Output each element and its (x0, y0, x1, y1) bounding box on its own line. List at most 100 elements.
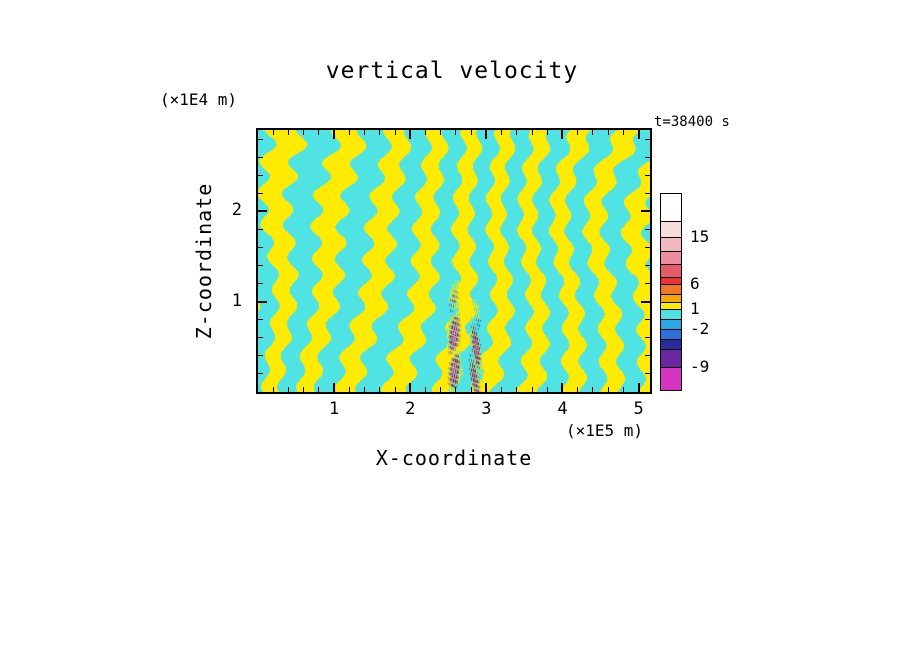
x-tick-mark (364, 130, 366, 135)
x-tick-label: 5 (633, 399, 644, 419)
colorbar-segment (661, 294, 681, 302)
z-tick-mark (258, 228, 263, 230)
x-tick-mark (318, 130, 320, 135)
x-tick-mark (348, 130, 350, 135)
x-tick-mark (455, 387, 457, 392)
x-tick-mark (424, 387, 426, 392)
x-tick-mark (272, 130, 274, 135)
z-axis-title: Z-coordinate (192, 182, 216, 340)
z-tick-mark (645, 355, 650, 357)
z-tick-mark (258, 192, 263, 194)
x-tick-mark (607, 387, 609, 392)
x-tick-mark (287, 130, 289, 135)
x-tick-mark (516, 387, 518, 392)
x-tick-mark (546, 130, 548, 135)
z-tick-mark (645, 174, 650, 176)
x-tick-mark (485, 383, 488, 392)
x-tick-mark (470, 130, 472, 135)
z-axis-unit: (×1E4 m) (160, 90, 238, 109)
z-tick-mark (645, 246, 650, 248)
x-tick-mark (455, 130, 457, 135)
x-tick-mark (379, 130, 381, 135)
x-tick-mark (470, 387, 472, 392)
z-tick-mark (641, 300, 650, 303)
x-tick-mark (561, 130, 564, 139)
colorbar-tick-label: -2 (690, 319, 710, 338)
z-tick-mark (645, 337, 650, 339)
colorbar-segment (661, 367, 681, 390)
z-tick-mark (258, 210, 267, 213)
x-tick-mark (424, 130, 426, 135)
z-tick-mark (645, 138, 650, 140)
colorbar-segment (661, 339, 681, 349)
colorbar-segment (661, 251, 681, 264)
z-tick-label: 2 (231, 200, 242, 221)
colorbar-tick-label: 15 (690, 227, 710, 246)
x-tick-mark (409, 383, 412, 392)
x-tick-mark (333, 383, 336, 392)
z-tick-mark (258, 246, 263, 248)
z-tick-mark (258, 156, 263, 158)
z-tick-mark (645, 373, 650, 375)
x-tick-mark (607, 130, 609, 135)
x-tick-mark (394, 387, 396, 392)
colorbar (660, 193, 682, 391)
z-tick-mark (258, 373, 263, 375)
x-tick-mark (303, 387, 305, 392)
colorbar-segment (661, 277, 681, 284)
x-tick-mark (577, 130, 579, 135)
x-tick-mark (592, 387, 594, 392)
colorbar-tick-label: 1 (690, 299, 700, 318)
colorbar-segment (661, 264, 681, 277)
z-tick-mark (645, 192, 650, 194)
x-tick-mark (440, 387, 442, 392)
colorbar-segment (661, 194, 681, 221)
colorbar-tick-label: -9 (690, 357, 710, 376)
x-tick-label: 4 (557, 399, 568, 419)
z-tick-mark (645, 283, 650, 285)
x-tick-mark (622, 387, 624, 392)
plot-area (256, 128, 652, 394)
colorbar-segment (661, 284, 681, 294)
x-tick-mark (516, 130, 518, 135)
x-tick-mark (394, 130, 396, 135)
x-axis-unit: (×1E5 m) (566, 421, 644, 440)
colorbar-segment (661, 237, 681, 251)
x-tick-mark (303, 130, 305, 135)
velocity-field-canvas (258, 130, 650, 392)
x-tick-mark (364, 387, 366, 392)
z-tick-mark (258, 355, 263, 357)
colorbar-segment (661, 221, 681, 237)
x-tick-mark (561, 383, 564, 392)
z-tick-mark (645, 265, 650, 267)
x-tick-mark (333, 130, 336, 139)
chart-title: vertical velocity (325, 58, 579, 84)
x-tick-mark (348, 387, 350, 392)
z-tick-mark (258, 283, 263, 285)
x-tick-mark (440, 130, 442, 135)
time-label: t=38400 s (654, 114, 730, 130)
x-tick-mark (531, 387, 533, 392)
x-tick-mark (485, 130, 488, 139)
colorbar-segment (661, 302, 681, 309)
z-tick-mark (645, 319, 650, 321)
z-tick-mark (258, 319, 263, 321)
colorbar-tick-label: 6 (690, 274, 700, 293)
x-tick-mark (272, 387, 274, 392)
x-tick-mark (318, 387, 320, 392)
colorbar-segment (661, 319, 681, 329)
x-axis-title: X-coordinate (375, 446, 533, 470)
colorbar-segment (661, 329, 681, 339)
colorbar-segment (661, 349, 681, 367)
z-tick-mark (645, 156, 650, 158)
z-tick-mark (258, 337, 263, 339)
x-tick-mark (637, 130, 640, 139)
z-tick-mark (258, 138, 263, 140)
x-tick-mark (637, 383, 640, 392)
x-tick-mark (546, 387, 548, 392)
z-tick-mark (258, 300, 267, 303)
colorbar-segment (661, 309, 681, 319)
z-tick-mark (258, 265, 263, 267)
x-tick-label: 1 (328, 399, 340, 419)
